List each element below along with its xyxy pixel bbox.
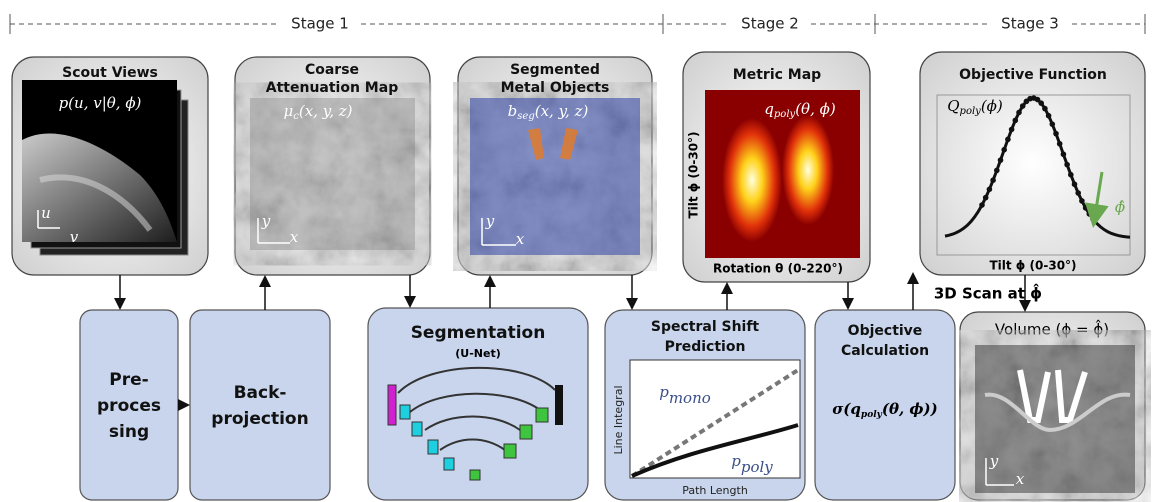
axis-label: x — [1016, 470, 1025, 488]
axis-label: Rotation θ (0-220°) — [713, 262, 843, 276]
panel-title: Segmented — [510, 62, 600, 78]
formula-rest: (θ, ϕ)) — [882, 400, 938, 418]
stage-label: Stage 2 — [741, 15, 799, 33]
label-base: p — [659, 383, 669, 401]
objective-function-panel: Objective Function Qpoly(ϕ) ϕ̂ Tilt ϕ (0… — [920, 52, 1145, 275]
formula-base: b — [508, 102, 518, 120]
curve-dot — [1013, 118, 1019, 124]
curve-dot — [1020, 103, 1026, 109]
formula-sub: poly — [960, 106, 982, 117]
curve-dot — [990, 177, 996, 183]
label-sub: poly — [741, 458, 773, 476]
panel-title: Coarse — [305, 62, 359, 78]
curve-dot — [1050, 121, 1056, 127]
axis-label: Path Length — [682, 484, 748, 497]
scout-panel: Scout Views p(u, v|θ, ϕ) u v — [12, 57, 208, 275]
panel-title: Metal Objects — [501, 80, 610, 96]
formula-rest: (θ, ϕ) — [795, 100, 836, 118]
module-title: Prediction — [665, 339, 746, 355]
curve-dot — [1087, 211, 1093, 217]
curve-dot — [1005, 137, 1011, 143]
module-title: projection — [211, 409, 308, 429]
formula-base: μ — [284, 102, 294, 120]
formula-base: σ(q — [832, 400, 861, 418]
axis-label: u — [41, 204, 51, 222]
curve-dot — [1042, 106, 1048, 112]
curve-dot — [1001, 147, 1007, 153]
axis-label: v — [70, 228, 79, 246]
curve-dot — [983, 195, 989, 201]
curve-dot — [1061, 151, 1067, 157]
panel-title: Attenuation Map — [266, 80, 398, 96]
curve-dot — [1064, 162, 1070, 168]
scan-label: 3D Scan at ϕ̂ — [934, 283, 1042, 303]
curve-dot — [1016, 110, 1022, 116]
module-subtitle: (U-Net) — [455, 347, 500, 360]
axis-label: y — [261, 212, 271, 230]
formula-base: p(u, v|θ, ϕ) — [59, 94, 142, 112]
panel-title: Scout Views — [62, 65, 158, 81]
curve-dot — [1057, 141, 1063, 147]
module-title: Back- — [234, 383, 287, 403]
axis-label: y — [989, 452, 999, 470]
curve-dot — [1009, 127, 1015, 133]
axis-label: Line Integral — [612, 385, 625, 454]
curve-dot — [1075, 190, 1081, 196]
stage-label: Stage 1 — [291, 15, 349, 33]
curve-dot — [1046, 113, 1052, 119]
backprojection-module: Back- projection — [190, 310, 330, 500]
spectral-module: Spectral Shift Prediction Line Integral … — [605, 310, 805, 500]
panel-title: Objective Function — [959, 67, 1107, 83]
axis-label: x — [290, 228, 299, 246]
stage-label: Stage 3 — [1001, 15, 1059, 33]
module-title: Segmentation — [411, 323, 546, 343]
label-base: p — [731, 452, 741, 470]
formula-sub: seg — [517, 111, 534, 122]
curve-dot — [1079, 198, 1085, 204]
attenuation-panel: Coarse Attenuation Map μc(x, y, z) y x — [235, 57, 430, 275]
formula-rest: (ϕ) — [981, 97, 1003, 115]
formula-sub: poly — [861, 410, 883, 420]
phi-hat: ϕ̂ — [1115, 198, 1125, 216]
axis-label: y — [485, 212, 495, 230]
pipeline-diagram: Stage 1 Stage 2 Stage 3 Scout Views p(u,… — [0, 0, 1152, 502]
segmented-panel: Segmented Metal Objects bseg(x, y, z) y … — [458, 57, 652, 275]
curve-dot — [1083, 205, 1089, 211]
curve-dot — [998, 157, 1004, 163]
module-title: proces — [97, 396, 161, 416]
formula: p(u, v|θ, ϕ) — [59, 94, 142, 112]
axis-label: Tilt ϕ (0-30°) — [989, 259, 1076, 273]
curve-dot — [979, 202, 985, 208]
curve-dot — [1038, 100, 1044, 106]
metric-map-panel: Metric Map qpoly(θ, ϕ) Tilt ϕ (0-30°) Ro… — [683, 52, 870, 282]
module-title: Pre- — [109, 370, 148, 390]
formula-base: Q — [947, 97, 959, 115]
label-sub: mono — [669, 389, 711, 407]
formula-sub: poly — [774, 109, 796, 120]
curve-dot — [994, 168, 1000, 174]
module-title: sing — [109, 422, 149, 442]
segmentation-module: Segmentation (U-Net) — [368, 308, 588, 500]
objective-module: Objective Calculation σ(qpoly(θ, ϕ)) — [815, 310, 955, 500]
panel-title: Metric Map — [733, 67, 821, 83]
formula-rest: (x, y, z) — [299, 102, 353, 120]
curve-dot — [987, 187, 993, 193]
volume-panel: Volume (ϕ = ϕ̂) y x — [960, 312, 1145, 500]
axis-label: x — [516, 230, 525, 248]
module-title: Calculation — [841, 343, 929, 359]
curve-dot — [1053, 131, 1059, 137]
stage-bar: Stage 1 Stage 2 Stage 3 — [10, 14, 1145, 34]
formula-rest: (x, y, z) — [535, 102, 589, 120]
formula: σ(qpoly(θ, ϕ)) — [832, 400, 937, 420]
axis-label: Tilt ϕ (0-30°) — [687, 131, 701, 218]
curve-dot — [1068, 172, 1074, 178]
curve-dot — [1072, 181, 1078, 187]
module-title: Objective — [848, 323, 923, 339]
module-title: Spectral Shift — [651, 319, 760, 335]
formula-base: q — [764, 100, 774, 118]
panel-title: Volume (ϕ = ϕ̂) — [995, 319, 1109, 339]
preprocessing-module: Pre- proces sing — [80, 310, 178, 500]
